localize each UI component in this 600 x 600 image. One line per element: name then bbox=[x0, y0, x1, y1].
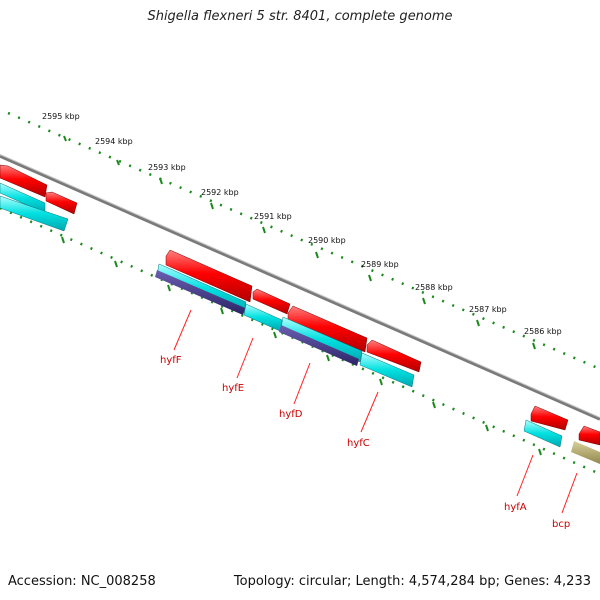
gene-label-hyfD[interactable]: hyfD bbox=[279, 409, 303, 420]
tick-label: 2586 kbp bbox=[524, 327, 562, 336]
forward-cds-track bbox=[0, 164, 600, 446]
cds-arrow bbox=[366, 339, 422, 373]
gene-label-bcp[interactable]: bcp bbox=[552, 519, 570, 530]
genome-stats-text: Topology: circular; Length: 4,574,284 bp… bbox=[233, 574, 591, 589]
gene-label-hyfE[interactable]: hyfE bbox=[222, 383, 244, 394]
gene-label-hyfF[interactable]: hyfF bbox=[160, 355, 182, 366]
cds-block bbox=[359, 352, 415, 388]
tick-label: 2593 kbp bbox=[148, 163, 186, 172]
feature-block bbox=[279, 325, 359, 366]
outer-tick-ring bbox=[7, 111, 600, 371]
tick-label: 2589 kbp bbox=[361, 260, 399, 269]
tick-label: 2595 kbp bbox=[42, 112, 80, 121]
feature-block bbox=[571, 441, 600, 464]
inner-tick-ring bbox=[0, 206, 600, 476]
genome-backbone bbox=[0, 154, 600, 421]
cds-block bbox=[280, 316, 363, 363]
tick-label: 2590 kbp bbox=[308, 236, 346, 245]
tick-label: 2594 kbp bbox=[95, 137, 133, 146]
other-feature-track bbox=[155, 270, 600, 464]
tick-label: 2591 kbp bbox=[254, 212, 292, 221]
cds-arrow bbox=[287, 305, 368, 353]
tick-label: 2587 kbp bbox=[469, 305, 507, 314]
gene-label-hyfC[interactable]: hyfC bbox=[347, 438, 370, 449]
tick-label: 2588 kbp bbox=[415, 283, 453, 292]
tick-label: 2592 kbp bbox=[201, 188, 239, 197]
feature-block bbox=[155, 270, 245, 315]
reverse-cds-track bbox=[0, 182, 563, 448]
cds-arrow bbox=[165, 249, 253, 303]
cds-block bbox=[523, 419, 563, 448]
tick-labels: 2595 kbp 2594 kbp 2593 kbp 2592 kbp 2591… bbox=[42, 112, 562, 336]
accession-text: Accession: NC_008258 bbox=[8, 574, 156, 589]
gene-labels: hyfF hyfE hyfD hyfC hyfA bcp bbox=[160, 355, 570, 530]
map-title: Shigella flexneri 5 str. 8401, complete … bbox=[147, 9, 453, 24]
cds-arrow bbox=[530, 405, 569, 431]
cds-arrow bbox=[45, 191, 78, 215]
gene-label-hyfA[interactable]: hyfA bbox=[504, 502, 527, 513]
gene-leader-lines bbox=[173, 309, 578, 514]
cds-arrow bbox=[578, 425, 600, 446]
cds-arrow bbox=[0, 164, 48, 198]
cds-block bbox=[0, 195, 69, 232]
cds-arrow bbox=[252, 288, 291, 315]
